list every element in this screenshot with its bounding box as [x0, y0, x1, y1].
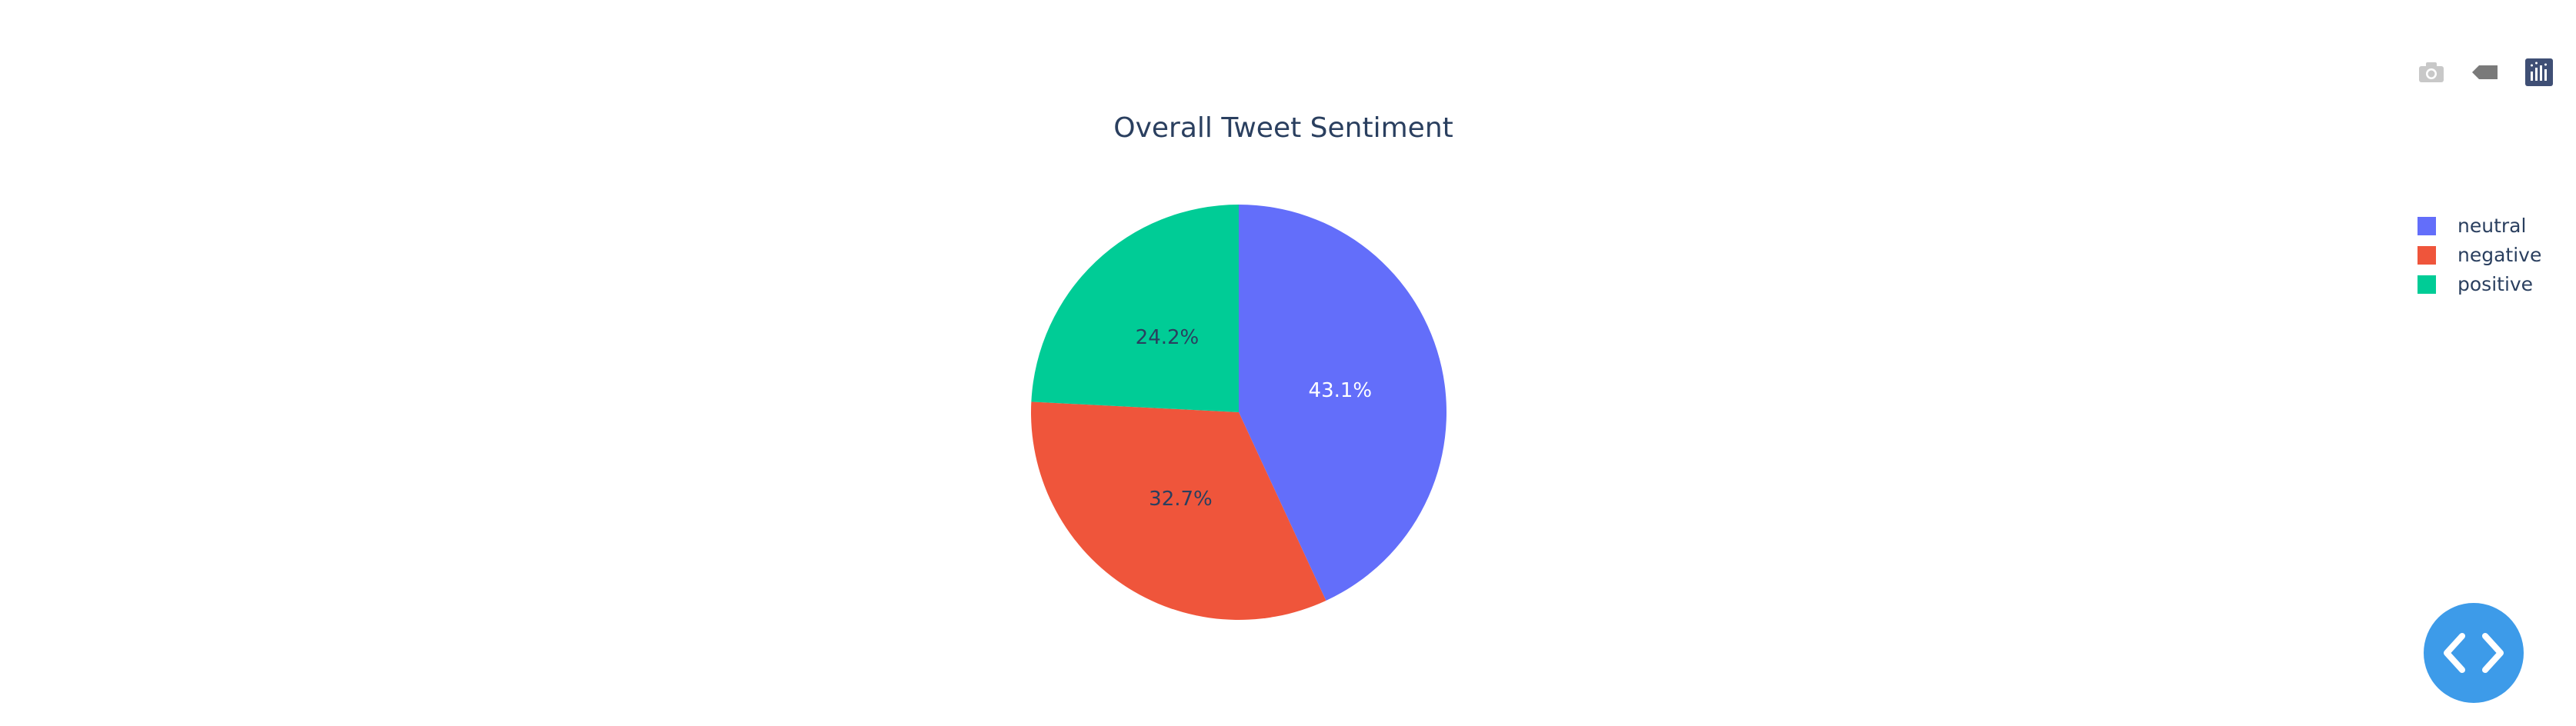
legend-swatch-neutral — [2418, 217, 2436, 235]
tag-icon[interactable] — [2470, 57, 2501, 88]
legend-item-negative[interactable]: negative — [2418, 244, 2541, 266]
legend: neutral negative positive — [2418, 215, 2541, 295]
code-icon — [2444, 633, 2504, 673]
legend-label-neutral: neutral — [2458, 215, 2526, 237]
pie-slices — [1030, 205, 1446, 620]
legend-label-negative: negative — [2458, 244, 2541, 266]
pie-slice-positive[interactable] — [1031, 205, 1239, 412]
pie-slice-neutral[interactable] — [1239, 205, 1446, 601]
chart-title: Overall Tweet Sentiment — [1113, 112, 1453, 144]
legend-item-positive[interactable]: positive — [2418, 273, 2533, 295]
pie-slice-negative[interactable] — [1030, 401, 1326, 620]
plotly-logo-icon[interactable] — [2524, 57, 2554, 88]
slice-label-positive: 24.2% — [1136, 326, 1200, 349]
legend-label-positive: positive — [2458, 273, 2533, 295]
slice-label-negative: 32.7% — [1149, 488, 1213, 511]
modebar — [2416, 57, 2554, 88]
legend-swatch-positive — [2418, 275, 2436, 294]
legend-swatch-negative — [2418, 246, 2436, 265]
camera-icon[interactable] — [2416, 57, 2447, 88]
slice-label-neutral: 43.1% — [1309, 379, 1373, 402]
legend-item-neutral[interactable]: neutral — [2418, 215, 2526, 237]
code-toggle-button[interactable] — [2424, 603, 2524, 703]
slice-labels: 43.1% 32.7% 24.2% — [1136, 326, 1372, 511]
